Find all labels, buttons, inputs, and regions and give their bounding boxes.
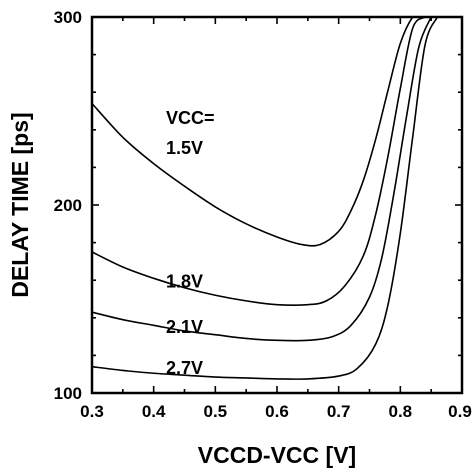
x-tick-label: 0.9 xyxy=(448,402,472,421)
x-tick-label: 0.6 xyxy=(265,402,289,421)
y-tick-label: 100 xyxy=(54,384,82,403)
plot-frame xyxy=(90,15,464,395)
x-tick-label: 0.8 xyxy=(389,402,413,421)
x-tick-label: 0.7 xyxy=(327,402,351,421)
series-annotation-4: 2.1V xyxy=(166,317,203,337)
annotation-layer: VCC= 1.5V 1.8V 2.1V 2.7V xyxy=(166,108,215,378)
y-tick-label: 200 xyxy=(54,196,82,215)
x-axis-label: VCCD-VCC [V] xyxy=(198,442,356,468)
x-tick-label: 0.5 xyxy=(204,402,228,421)
series-annotation-1: VCC= xyxy=(166,108,215,128)
x-tick-label: 0.3 xyxy=(80,402,104,421)
x-tick-label: 0.4 xyxy=(142,402,166,421)
series-line-4 xyxy=(92,17,439,380)
y-axis-label: DELAY TIME [ps] xyxy=(7,112,33,297)
series-layer xyxy=(92,17,439,380)
series-line-3 xyxy=(92,17,432,342)
series-line-1 xyxy=(92,17,419,247)
series-annotation-2: 1.5V xyxy=(166,138,203,158)
series-line-2 xyxy=(92,17,426,306)
tick-layer: 0.3 0.4 0.5 0.6 0.7 0.8 0.9 100 200 300 xyxy=(54,8,472,421)
series-annotation-5: 2.7V xyxy=(166,358,203,378)
series-annotation-3: 1.8V xyxy=(166,272,203,292)
y-tick-label: 300 xyxy=(54,8,82,27)
